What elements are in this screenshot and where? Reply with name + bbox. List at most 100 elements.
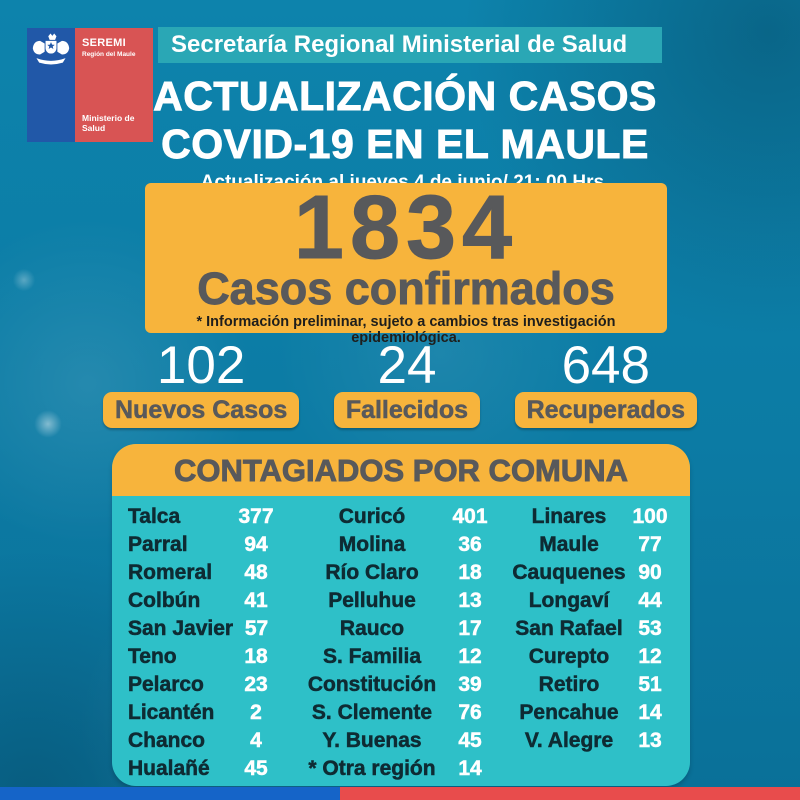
comuna-name: Longaví — [528, 589, 610, 613]
header-banner: Secretaría Regional Ministerial de Salud — [158, 27, 662, 63]
stat-value: 648 — [561, 336, 650, 395]
comuna-name: S. Familia — [322, 645, 422, 669]
comuna-name: Molina — [338, 533, 406, 557]
logo-ministry-text: Ministerio de Salud — [82, 112, 135, 134]
comuna-count: 12 — [638, 645, 662, 669]
poster-title: ACTUALIZACIÓN CASOS COVID-19 EN EL MAULE… — [105, 72, 705, 194]
comuna-count: 13 — [458, 589, 482, 613]
comuna-row: S. Clemente 76 — [298, 699, 494, 727]
comuna-count: 51 — [638, 673, 662, 697]
comunas-table: Talca 377 Parral 94 Romeral 48 Colbún 41 San… — [112, 496, 690, 783]
comuna-name: Curicó — [338, 505, 406, 529]
comuna-row: S. Familia 12 — [298, 643, 494, 671]
comuna-count: 45 — [244, 757, 268, 781]
confirmed-cases-footnote: * Información preliminar, sujeto a cambi… — [196, 314, 616, 346]
comuna-row: San Javier 57 — [128, 615, 280, 643]
comuna-count: 77 — [638, 533, 662, 557]
comuna-count: 57 — [244, 617, 269, 641]
comuna-name: Romeral — [128, 561, 213, 585]
comuna-count: 18 — [458, 561, 482, 585]
footer-stripe — [0, 787, 800, 800]
comuna-count: 39 — [458, 673, 482, 697]
stat-label-pill: Recuperados — [514, 392, 697, 428]
comuna-name: Retiro — [538, 673, 600, 697]
summary-stats-row: 102 Nuevos Casos 24 Fallecidos 648 Recup… — [103, 336, 697, 428]
comuna-row: Y. Buenas 45 — [298, 727, 494, 755]
comuna-count: 44 — [638, 589, 662, 613]
comuna-count: 45 — [458, 729, 482, 753]
comuna-row: Teno 18 — [128, 643, 280, 671]
comuna-row: Constitución 39 — [298, 671, 494, 699]
footer-stripe-blue — [0, 787, 340, 800]
comuna-row: Pelarco 23 — [128, 671, 280, 699]
comuna-name: Chanco — [128, 729, 206, 753]
comuna-row: Talca 377 — [128, 503, 280, 531]
comuna-row: Pelluhue 13 — [298, 587, 494, 615]
comunas-column-3: Linares 100 Maule 77 Cauquenes 90 Longaví 44… — [512, 503, 674, 783]
comuna-name: Hualañé — [128, 757, 210, 781]
comuna-count: 14 — [458, 757, 482, 781]
comuna-name: Curepto — [528, 645, 610, 669]
comuna-name: * Otra región — [308, 757, 436, 781]
comuna-count: 94 — [244, 533, 268, 557]
confirmed-cases-box: 1834 Casos confirmados * Información pre… — [145, 183, 667, 346]
comuna-count: 2 — [250, 701, 262, 725]
comuna-row: * Otra región 14 — [298, 755, 494, 783]
stat-label-pill: Fallecidos — [333, 392, 481, 428]
comuna-count: 100 — [632, 505, 668, 529]
comuna-count: 14 — [638, 701, 662, 725]
comuna-row: Rauco 17 — [298, 615, 494, 643]
stat-nuevos-casos: 102 Nuevos Casos — [103, 339, 300, 428]
comuna-row: San Rafael 53 — [512, 615, 674, 643]
comuna-count: 23 — [244, 673, 268, 697]
stat-value: 24 — [377, 336, 437, 395]
comuna-name: Teno — [128, 645, 177, 669]
stat-fallecidos: 24 Fallecidos — [333, 336, 481, 428]
comuna-row: Colbún 41 — [128, 587, 280, 615]
comuna-name: S. Clemente — [311, 701, 433, 725]
comuna-name: Linares — [531, 505, 607, 529]
comuna-row: Curicó 401 — [298, 503, 494, 531]
comunas-column-1: Talca 377 Parral 94 Romeral 48 Colbún 41 San… — [128, 503, 280, 783]
comuna-count: 53 — [638, 617, 662, 641]
logo-blue-panel — [27, 28, 75, 142]
comuna-name: Pelarco — [128, 673, 204, 697]
comuna-row: Chanco 4 — [128, 727, 280, 755]
comuna-count: 41 — [244, 589, 268, 613]
comuna-count: 90 — [638, 561, 662, 585]
comuna-name: Cauquenes — [512, 561, 626, 585]
comuna-count: 4 — [250, 729, 262, 753]
comunas-column-2: Curicó 401 Molina 36 Río Claro 18 Pelluhue 1… — [298, 503, 494, 783]
comuna-row: Río Claro 18 — [298, 559, 494, 587]
comuna-name: Pencahue — [519, 701, 619, 725]
comuna-name: Colbún — [128, 589, 201, 613]
comuna-row: Cauquenes 90 — [512, 559, 674, 587]
comuna-count: 48 — [244, 561, 268, 585]
comuna-name: Licantén — [128, 701, 215, 725]
comuna-row: Parral 94 — [128, 531, 280, 559]
comuna-row: Hualañé 45 — [128, 755, 280, 783]
comunas-panel-title: CONTAGIADOS POR COMUNA — [112, 444, 690, 496]
comuna-name: Y. Buenas — [322, 729, 422, 753]
comuna-row: Maule 77 — [512, 531, 674, 559]
seremi-salud-logo: SEREMI Región del Maule Ministerio de Sa… — [27, 28, 153, 142]
title-line-1: ACTUALIZACIÓN CASOS — [153, 73, 657, 120]
comuna-name: Talca — [128, 505, 181, 529]
stat-recuperados: 648 Recuperados — [514, 336, 697, 428]
comuna-count: 377 — [238, 505, 274, 529]
comuna-name: V. Alegre — [524, 729, 614, 753]
comuna-row: Curepto 12 — [512, 643, 674, 671]
logo-red-panel: SEREMI Región del Maule Ministerio de Sa… — [75, 28, 153, 142]
comuna-row: V. Alegre 13 — [512, 727, 674, 755]
stat-label-pill: Nuevos Casos — [103, 392, 300, 428]
comuna-count: 36 — [458, 533, 482, 557]
comuna-count: 17 — [458, 617, 482, 641]
logo-region-text: Región del Maule — [82, 51, 136, 58]
title-line-2: COVID-19 EN EL MAULE — [161, 121, 649, 168]
comuna-count: 13 — [638, 729, 662, 753]
comuna-name: San Rafael — [515, 617, 623, 641]
comuna-count: 18 — [244, 645, 268, 669]
comuna-count: 12 — [458, 645, 482, 669]
comuna-row: Linares 100 — [512, 503, 674, 531]
comuna-name: Rauco — [339, 617, 405, 641]
